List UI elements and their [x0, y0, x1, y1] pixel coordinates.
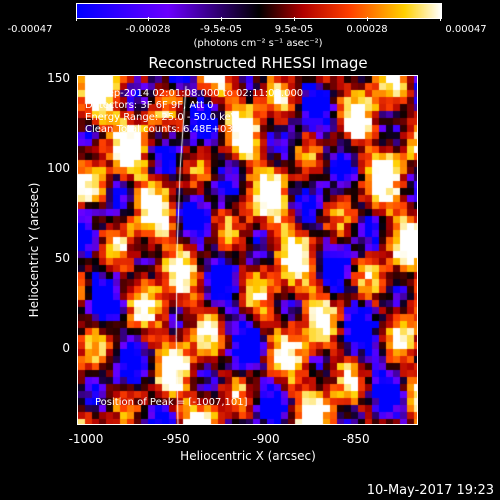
peak-position-annotation: Position of Peak = [-1007,101] [95, 397, 248, 408]
timestamp: 10-May-2017 19:23 [366, 483, 494, 498]
colorbar-tick [294, 17, 295, 21]
detectors-annotation: Detectors: 3F 6F 9F, Att 0 [85, 100, 214, 111]
colorbar-tick [367, 17, 368, 21]
colorbar-tick-label: 9.5e-05 [274, 24, 314, 35]
x-tick-label: -850 [342, 432, 370, 446]
y-tick-label: 0 [62, 341, 70, 355]
x-tick-label: -950 [162, 432, 190, 446]
time-range-annotation: 18-Sep-2014 02:01:08.000 to 02:11:08.000 [85, 88, 304, 99]
colorbar-tick [440, 17, 441, 21]
colorbar-tick-label: -9.5e-05 [200, 24, 242, 35]
colorbar-tick-label: -0.00028 [125, 24, 171, 35]
colorbar [76, 3, 442, 19]
colorbar-tick [76, 17, 77, 21]
colorbar-tick-label: -0.00047 [7, 24, 53, 35]
x-axis-label: Heliocentric X (arcsec) [180, 449, 316, 463]
counts-annotation: Clean Total counts: 6.48E+03 [85, 124, 233, 135]
plot-title: Reconstructed RHESSI Image [148, 54, 368, 72]
plot-area: 18-Sep-2014 02:01:08.000 to 02:11:08.000… [77, 75, 418, 425]
x-tick-label: -900 [252, 432, 280, 446]
energy-annotation: Energy Range: 25.0 - 50.0 keV [85, 112, 238, 123]
y-tick-label: 50 [54, 251, 70, 265]
colorbar-tick-label: 0.00047 [445, 24, 487, 35]
x-tick-label: -1000 [68, 432, 104, 446]
colorbar-tick [221, 17, 222, 21]
colorbar-tick [148, 17, 149, 21]
y-axis-label: Heliocentric Y (arcsec) [27, 182, 41, 318]
colorbar-units: (photons cm⁻² s⁻¹ asec⁻²) [193, 38, 323, 49]
colorbar-tick-label: 0.00028 [346, 24, 388, 35]
y-tick-label: 150 [47, 71, 70, 85]
heatmap-image [78, 76, 417, 424]
y-tick-label: 100 [47, 161, 70, 175]
